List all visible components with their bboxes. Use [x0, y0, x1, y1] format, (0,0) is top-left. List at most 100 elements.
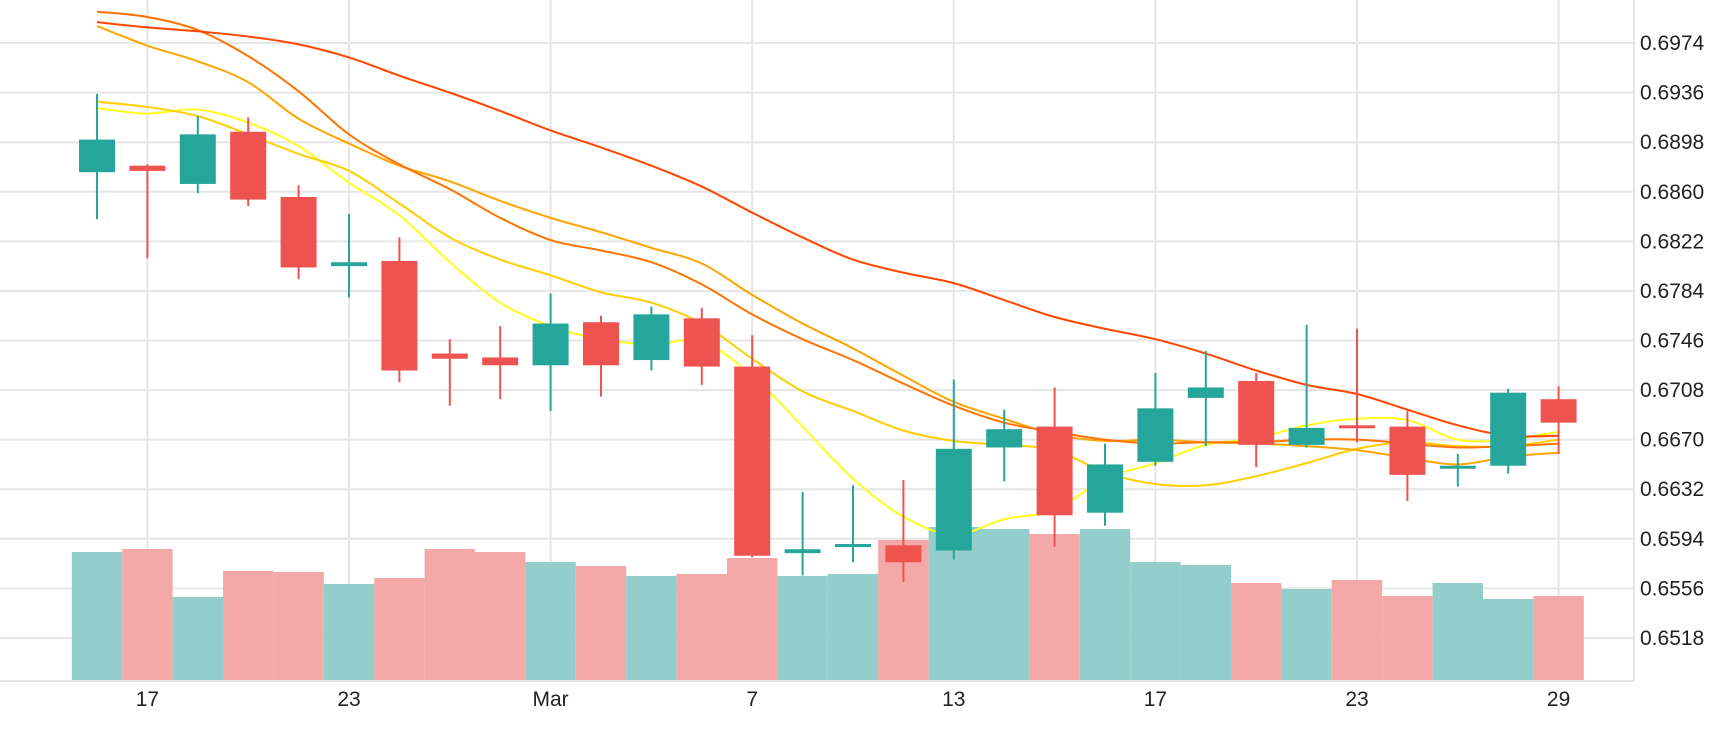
price-tick-label: 0.6822: [1640, 230, 1704, 253]
date-tick-label: 13: [942, 688, 965, 711]
volume-bar: [374, 578, 425, 681]
volume-bar: [777, 576, 828, 681]
candle: [734, 335, 771, 558]
candle: [79, 93, 115, 220]
candle: [482, 326, 519, 400]
candle-body: [1036, 426, 1073, 516]
date-tick-label: 17: [1144, 688, 1167, 711]
volume-bar: [1079, 529, 1131, 681]
volume-bar: [172, 597, 223, 681]
candle: [1288, 324, 1325, 448]
volume-bar: [1331, 580, 1383, 681]
volume-bar: [575, 566, 627, 681]
candle-body: [885, 545, 922, 563]
candle-layer: [79, 93, 1577, 582]
candle: [633, 306, 670, 371]
candle: [532, 293, 569, 411]
date-tick-label: 23: [337, 688, 360, 711]
candle: [1540, 386, 1577, 454]
volume-bar: [223, 571, 274, 681]
candle-body: [79, 139, 115, 173]
candle: [784, 491, 821, 576]
candle-body: [1288, 427, 1325, 445]
volume-bar: [1483, 599, 1534, 681]
candle-body: [482, 357, 519, 366]
volume-bar: [1130, 562, 1181, 681]
candle-body: [1389, 426, 1426, 475]
date-tick-label: Mar: [533, 688, 569, 711]
volume-bar: [1382, 596, 1433, 681]
candle-body: [784, 549, 821, 554]
moving-average-line: [96, 107, 1559, 536]
volume-bar: [525, 562, 576, 681]
candle-body: [986, 429, 1023, 448]
candle: [280, 185, 317, 280]
candle: [935, 379, 972, 560]
price-tick-label: 0.6670: [1640, 429, 1704, 452]
candle: [230, 117, 267, 207]
candle-body: [1137, 408, 1174, 462]
volume-bar: [1432, 583, 1483, 681]
volume-layer: [71, 527, 1584, 681]
candle: [431, 339, 468, 406]
volume-bar: [1533, 596, 1584, 681]
moving-average-layer: [96, 10, 1559, 536]
candle-body: [1238, 380, 1275, 445]
candle-body: [431, 353, 468, 359]
candle: [179, 116, 216, 194]
candle-body: [1490, 392, 1527, 466]
candle-body: [1540, 399, 1577, 423]
candle: [381, 237, 418, 383]
price-tick-label: 0.6974: [1640, 32, 1705, 55]
candle-body: [129, 165, 166, 171]
date-tick-label: 29: [1547, 688, 1570, 711]
volume-bar: [475, 552, 526, 681]
volume-bar: [1281, 589, 1332, 681]
candle-body: [179, 134, 216, 184]
candle-body: [583, 322, 619, 366]
volume-bar: [979, 529, 1030, 681]
candle: [583, 315, 619, 397]
volume-bar: [71, 552, 123, 681]
volume-bar: [1231, 583, 1282, 681]
axis-layer: 0.6974 0.6936 0.6898 0.6860 0.6822 0.6784 0.67…: [0, 0, 1705, 711]
candle-body: [734, 366, 771, 556]
candle: [331, 213, 367, 298]
volume-bar: [827, 574, 879, 681]
price-tick-label: 0.6860: [1640, 181, 1704, 204]
candle-body: [280, 196, 317, 268]
candle-body: [230, 131, 267, 200]
date-tick-label: 7: [746, 688, 758, 711]
price-tick-label: 0.6936: [1640, 82, 1704, 105]
price-tick-label: 0.6708: [1640, 379, 1704, 402]
candle: [986, 409, 1023, 482]
candle: [129, 164, 166, 259]
volume-bar: [273, 572, 324, 681]
candle: [1036, 387, 1073, 547]
date-tick-label: 23: [1345, 688, 1368, 711]
candle: [1187, 350, 1224, 447]
candle-body: [381, 260, 418, 371]
candle-body: [532, 323, 569, 366]
volume-bar: [676, 574, 727, 681]
moving-average-line: [96, 100, 1559, 488]
price-tick-label: 0.6518: [1640, 627, 1704, 650]
candle-body: [835, 544, 871, 548]
candle-body: [1187, 387, 1224, 398]
price-tick-label: 0.6594: [1640, 528, 1705, 551]
candle: [885, 480, 922, 582]
volume-bar: [626, 576, 677, 681]
candle: [1238, 373, 1275, 468]
candle-body: [683, 318, 720, 367]
candle-body: [1087, 464, 1123, 513]
volume-bar: [122, 549, 173, 681]
candle: [1439, 454, 1476, 487]
volume-bar: [1029, 534, 1080, 681]
moving-average-line: [96, 25, 1559, 466]
candle: [1137, 373, 1174, 466]
candle-body: [1339, 425, 1375, 429]
date-tick-label: 17: [136, 688, 159, 711]
price-tick-label: 0.6556: [1640, 577, 1704, 600]
